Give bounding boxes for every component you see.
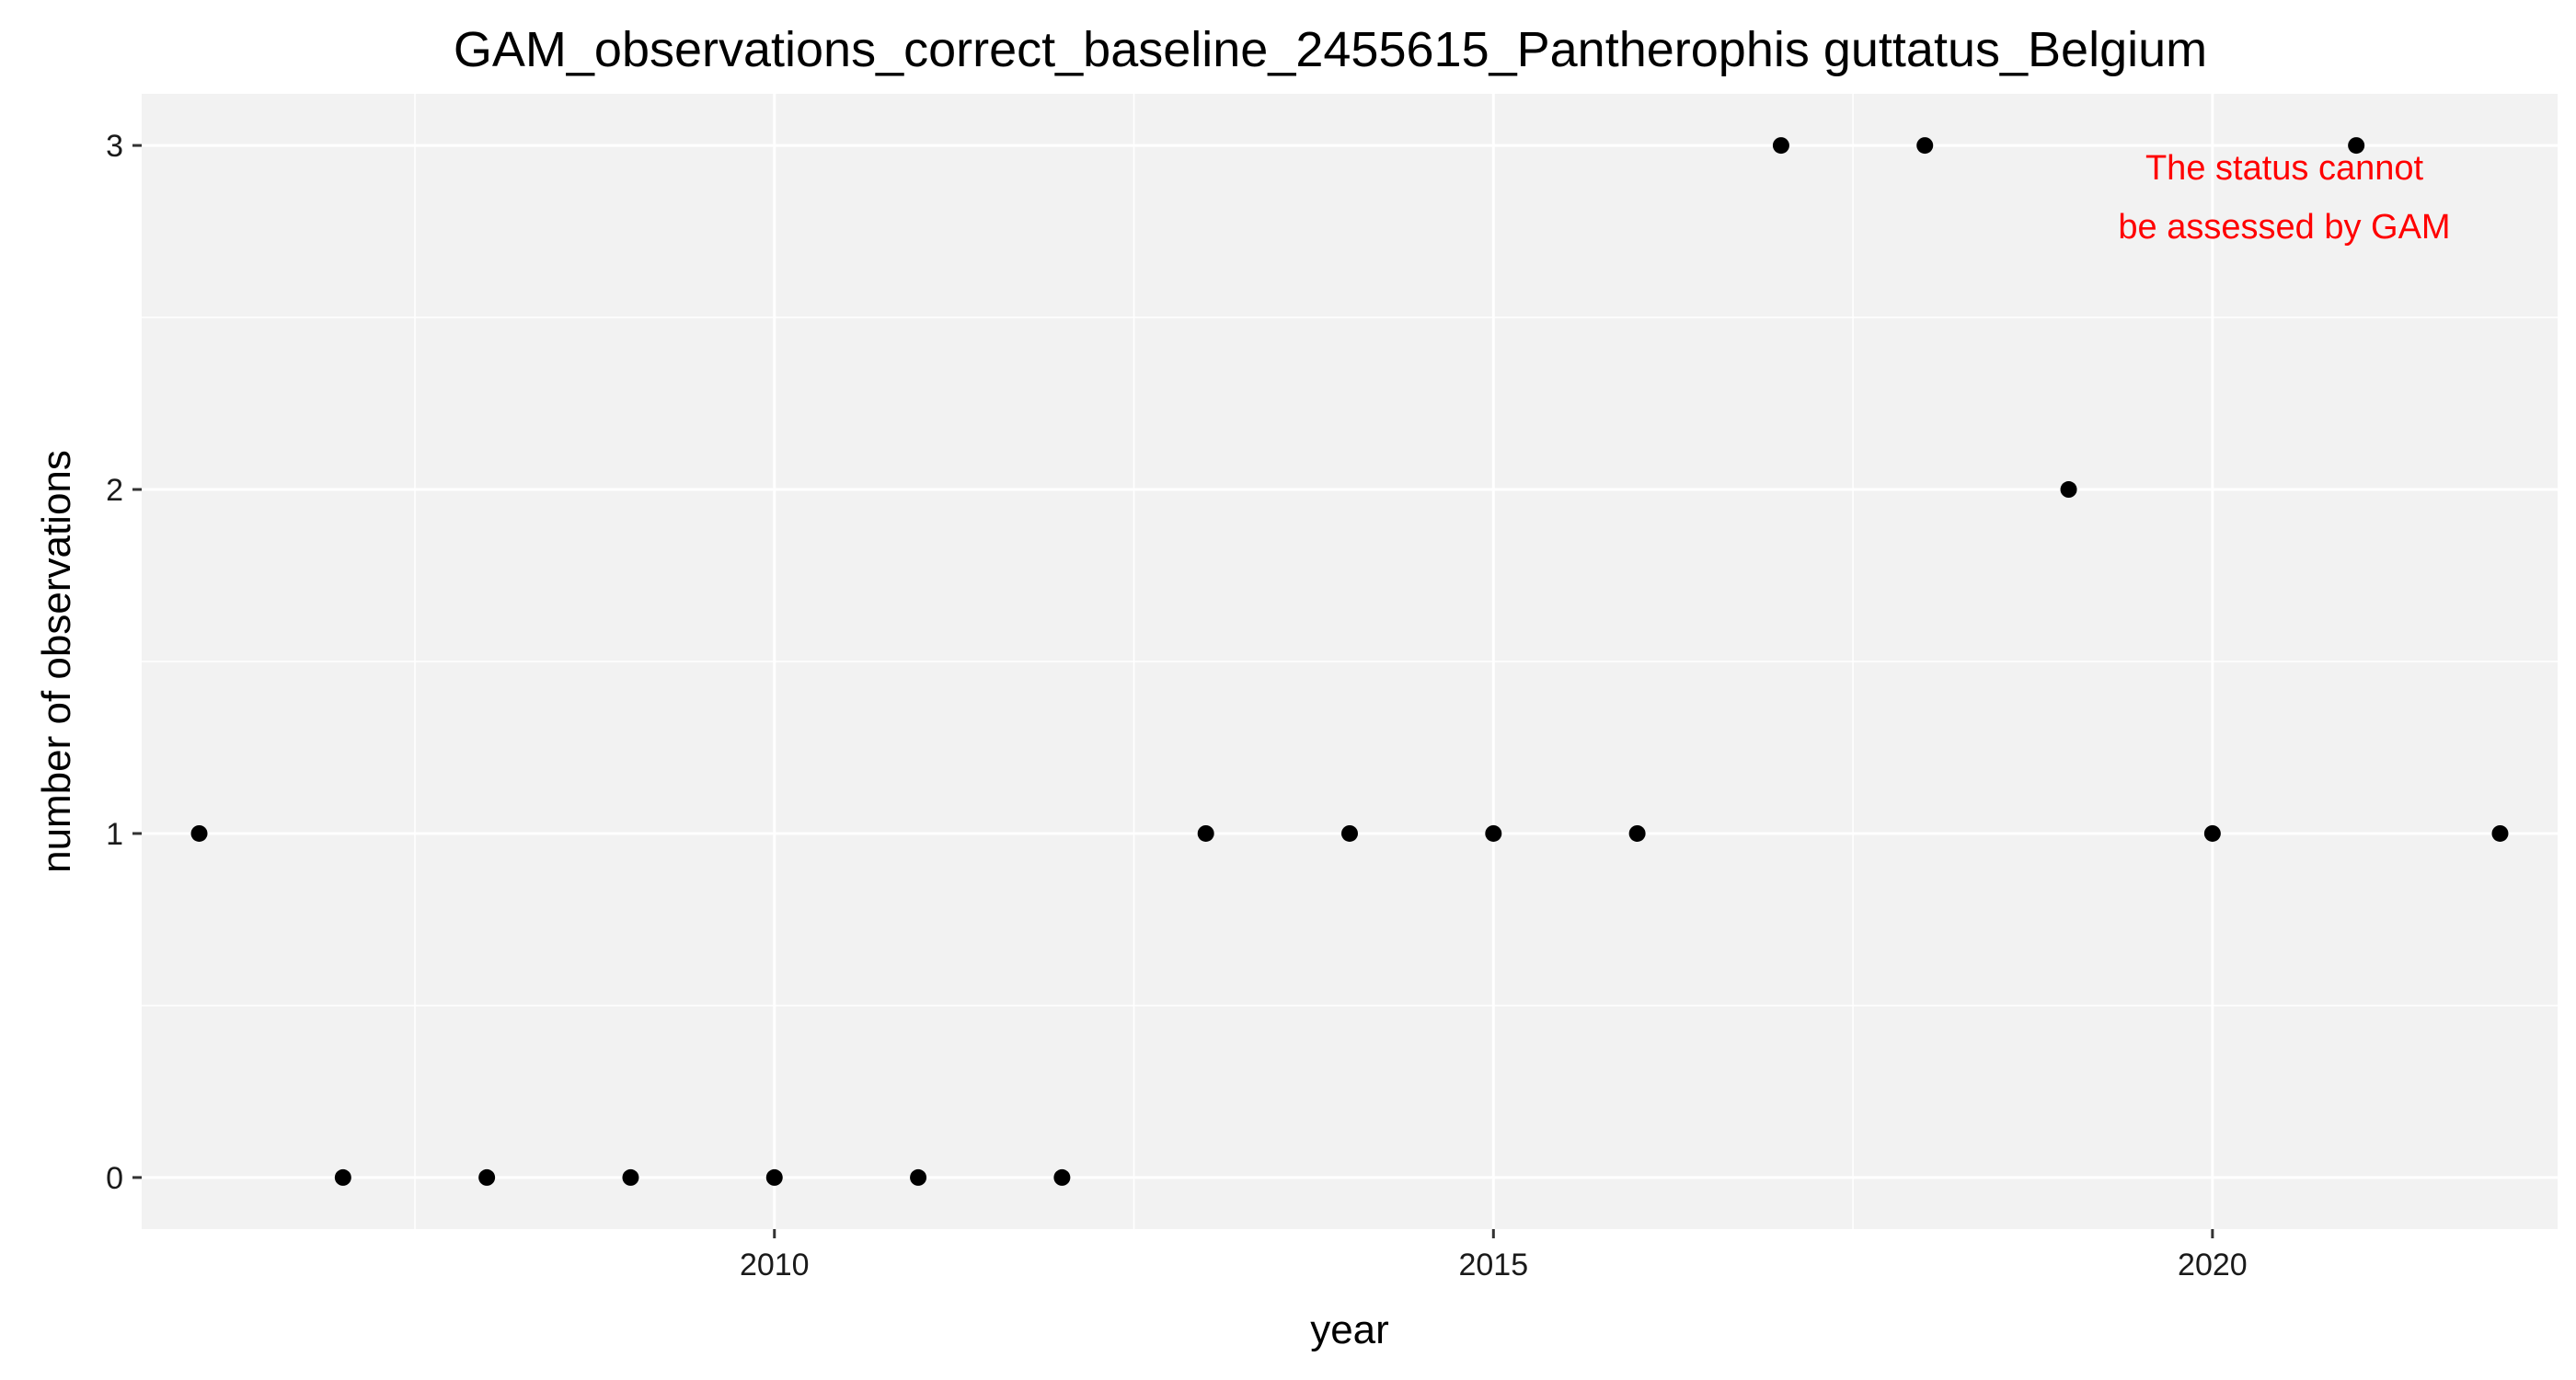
annotation-line: be assessed by GAM (2118, 208, 2450, 247)
x-axis: 2010 2015 2020 (740, 1229, 2248, 1282)
data-point (2348, 137, 2365, 155)
y-tick-label: 2 (106, 473, 123, 508)
y-tick-label: 1 (106, 817, 123, 852)
data-points (190, 137, 2509, 1186)
gam-annotation: The status cannot be assessed by GAM (2118, 149, 2450, 247)
annotation-line: The status cannot (2145, 149, 2424, 188)
y-axis: 0 1 2 3 (106, 129, 142, 1196)
data-point (622, 1168, 639, 1186)
data-point (190, 824, 208, 842)
x-tick-label: 2020 (2178, 1248, 2248, 1282)
data-point (2060, 481, 2077, 499)
data-point (1341, 824, 1358, 842)
data-point (1772, 137, 1789, 155)
data-point (1628, 824, 1646, 842)
grid-minor (142, 94, 2558, 1229)
data-point (478, 1168, 496, 1186)
data-point (334, 1168, 351, 1186)
data-point (1485, 824, 1502, 842)
data-point (1197, 824, 1214, 842)
y-tick-label: 3 (106, 129, 123, 164)
data-point (910, 1168, 927, 1186)
data-point (1916, 137, 1934, 155)
y-axis-title: number of observations (34, 450, 79, 873)
y-tick-label: 0 (106, 1161, 123, 1196)
x-axis-title: year (1310, 1307, 1389, 1352)
data-point (1053, 1168, 1071, 1186)
data-point (765, 1168, 783, 1186)
x-tick-label: 2015 (1458, 1248, 1528, 1282)
data-point (2203, 824, 2221, 842)
chart-title: GAM_observations_correct_baseline_245561… (454, 22, 2207, 77)
x-tick-label: 2010 (740, 1248, 810, 1282)
data-point (2491, 824, 2509, 842)
